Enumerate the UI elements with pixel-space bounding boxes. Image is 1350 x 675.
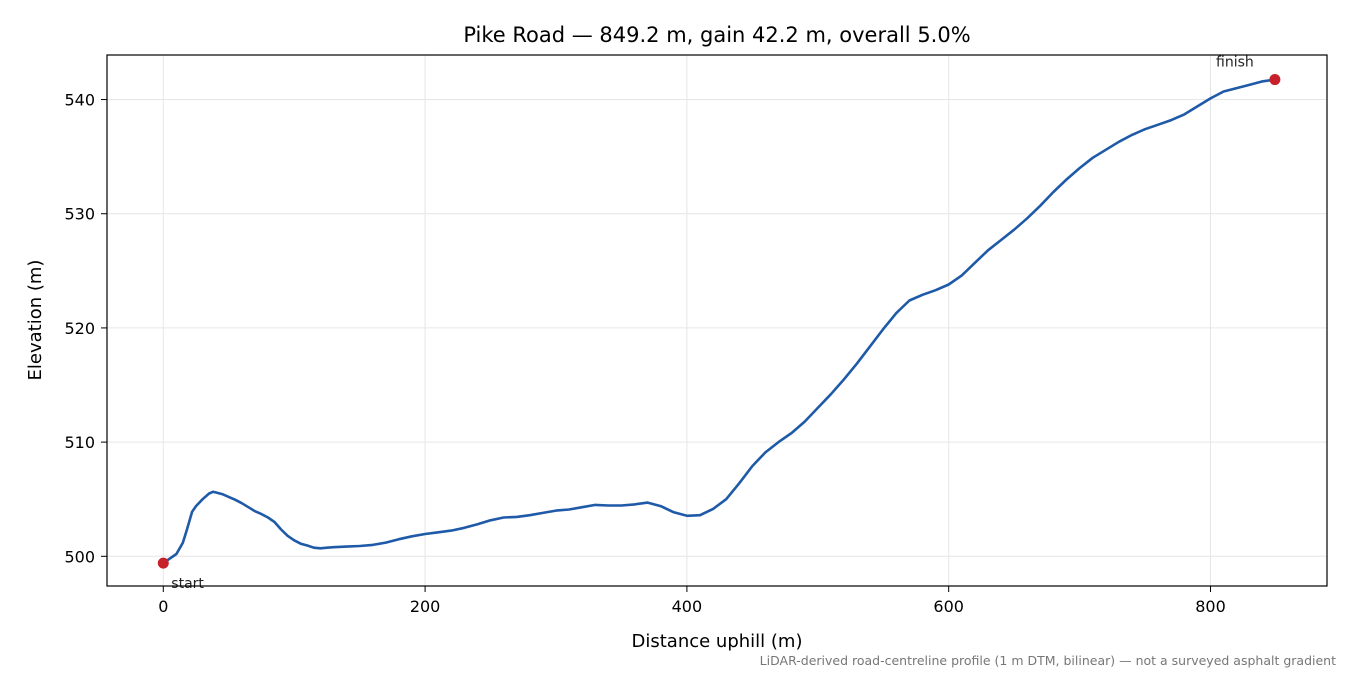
x-tick-label: 400	[672, 597, 703, 616]
y-tick-label: 520	[64, 319, 95, 338]
y-tick-label: 500	[64, 547, 95, 566]
series-layer: start finish	[157, 55, 1281, 592]
start-marker	[157, 557, 169, 569]
grid-lines	[107, 55, 1327, 586]
x-tick-label: 600	[933, 597, 964, 616]
x-tick-label: 0	[158, 597, 168, 616]
y-axis-ticks: 500 510 520 530 540	[64, 91, 107, 566]
y-tick-label: 510	[64, 433, 95, 452]
chart-title: Pike Road — 849.2 m, gain 42.2 m, overal…	[463, 23, 970, 47]
x-axis-label: Distance uphill (m)	[632, 631, 803, 652]
plot-frame	[106, 54, 1328, 587]
finish-marker	[1269, 74, 1281, 86]
elevation-line	[162, 78, 1277, 565]
y-tick-label: 530	[64, 205, 95, 224]
start-label: start	[171, 576, 204, 592]
footnote: LiDAR-derived road-centreline profile (1…	[760, 653, 1336, 668]
x-tick-label: 200	[410, 597, 441, 616]
x-tick-label: 800	[1195, 597, 1226, 616]
y-tick-label: 540	[64, 91, 95, 110]
finish-label: finish	[1216, 55, 1254, 71]
y-axis-label: Elevation (m)	[25, 260, 46, 381]
x-axis-ticks: 0 200 400 600 800	[158, 586, 1226, 616]
